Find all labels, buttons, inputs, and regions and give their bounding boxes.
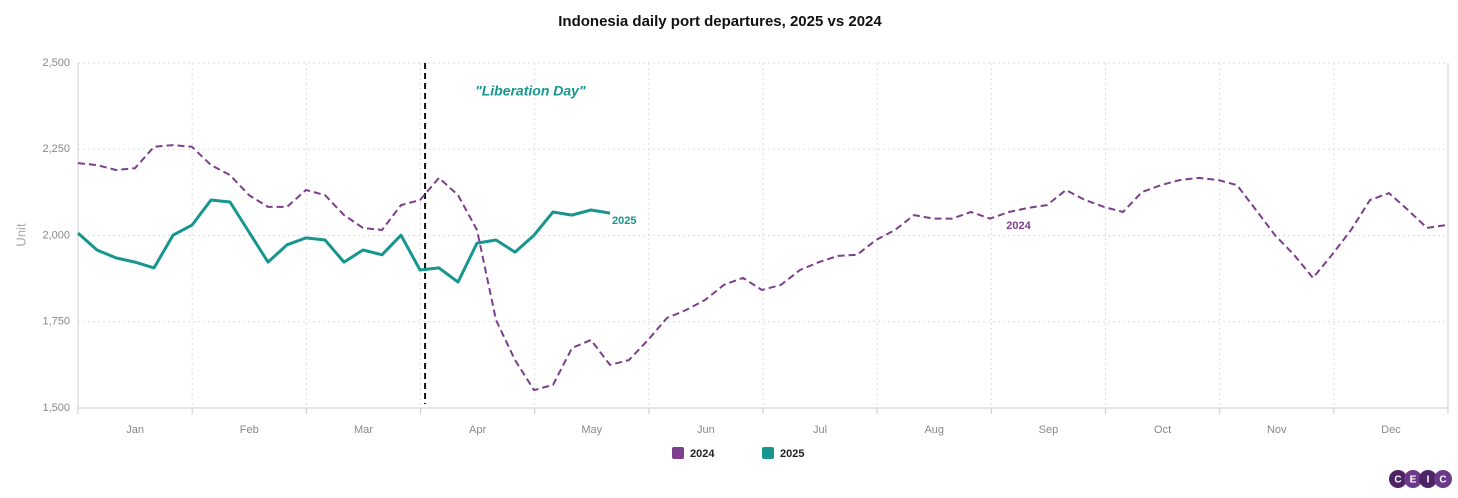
x-tick-label: Nov — [1267, 424, 1287, 436]
series-line — [77, 144, 1447, 392]
x-tick-label: Mar — [354, 424, 373, 436]
y-tick-label: 2,000 — [42, 229, 70, 241]
legend-swatch — [762, 447, 774, 459]
series-label: 2025 — [612, 215, 636, 227]
y-tick-label: 1,750 — [42, 316, 70, 328]
series-line — [77, 198, 611, 284]
x-tick-label: Oct — [1154, 424, 1171, 436]
annotation: "Liberation Day" — [475, 83, 586, 99]
logo-circle — [1419, 470, 1437, 488]
logo-circle — [1434, 470, 1452, 488]
legend-label: 2024 — [690, 448, 715, 460]
x-tick-label: Feb — [240, 424, 259, 436]
x-tick-label: Jan — [126, 424, 144, 436]
x-tick-label: Jul — [813, 424, 827, 436]
y-tick-label: 2,250 — [42, 143, 70, 155]
legend-label: 2025 — [780, 448, 804, 460]
x-tick-label: Aug — [924, 424, 944, 436]
series-label: 2024 — [1006, 220, 1031, 232]
logo-circle — [1389, 470, 1407, 488]
x-tick-label: Jun — [697, 424, 715, 436]
y-tick-label: 1,500 — [42, 402, 70, 414]
logo-circle — [1404, 470, 1422, 488]
chart-title: Indonesia daily port departures, 2025 vs… — [558, 13, 882, 30]
y-axis-label: Unit — [13, 223, 28, 247]
logo-letter: C — [1394, 475, 1401, 486]
logo-letter: I — [1427, 475, 1430, 486]
x-tick-label: Dec — [1381, 424, 1401, 436]
x-tick-label: May — [581, 424, 602, 436]
legend-swatch — [672, 447, 684, 459]
x-tick-label: Apr — [469, 424, 486, 436]
y-tick-label: 2,500 — [42, 57, 70, 69]
logo-letter: C — [1439, 475, 1446, 486]
logo-letter: E — [1410, 475, 1417, 486]
x-tick-label: Sep — [1039, 424, 1059, 436]
